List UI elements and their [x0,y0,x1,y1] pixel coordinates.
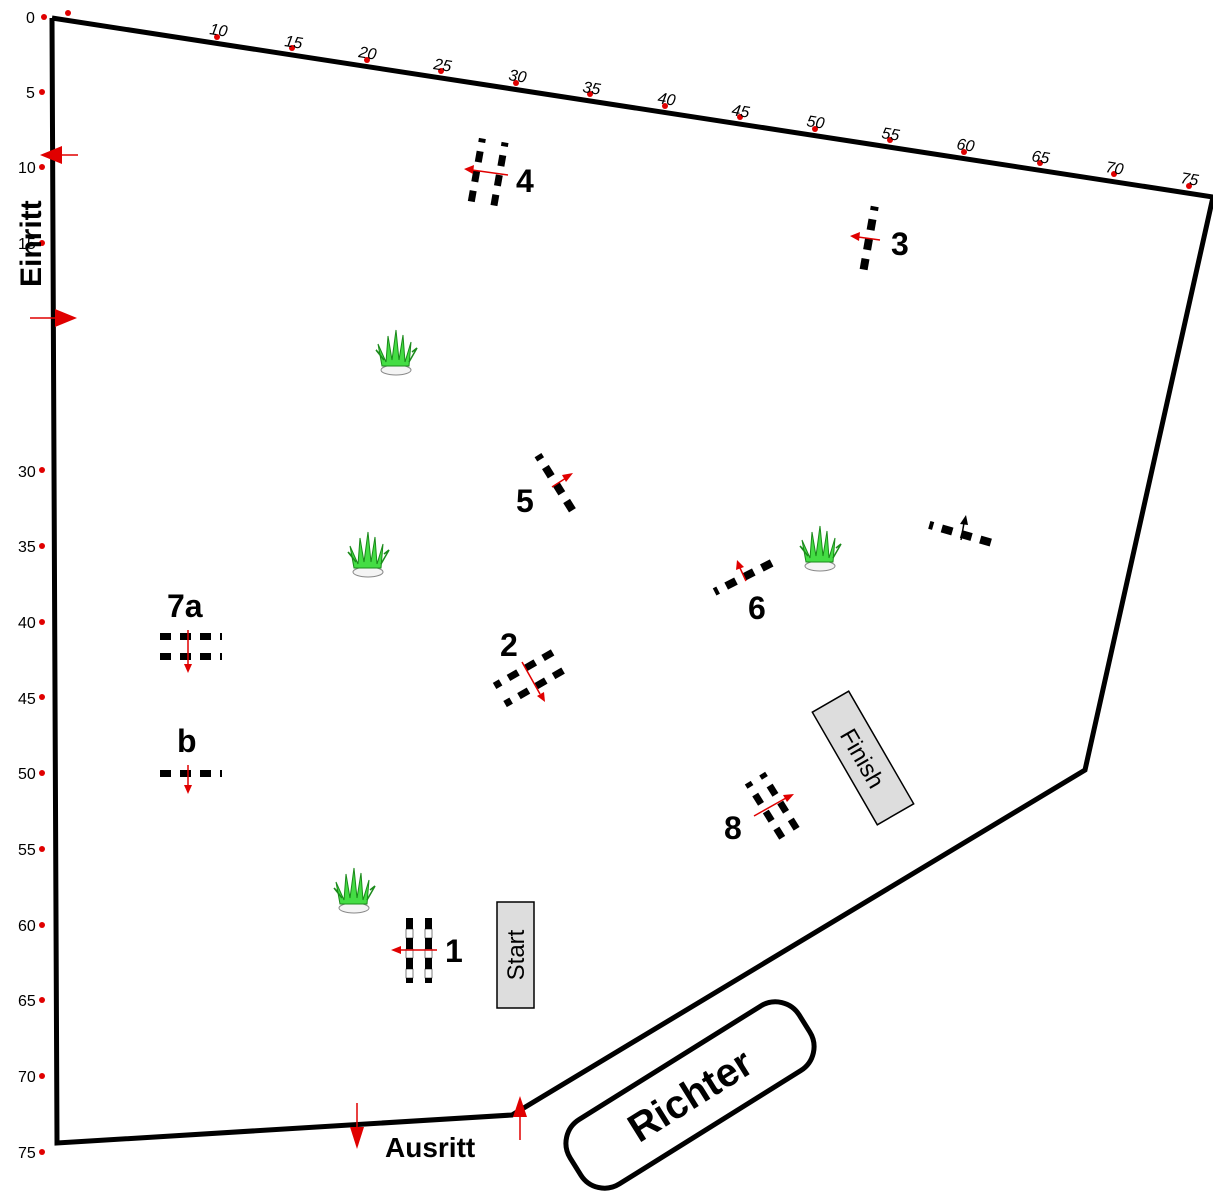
scale-top-label: 55 [880,125,900,145]
arrow-icon [562,473,573,482]
scale-top-label: 65 [1030,148,1050,168]
obstacle-unnumbered [928,521,994,547]
scale-top-label: 20 [356,44,377,64]
scale-top-label: 35 [581,79,601,99]
plant-icon [375,329,418,376]
scale-top-label: 70 [1104,159,1124,179]
scale-top-label: 40 [656,90,676,110]
exit-label: Ausritt [385,1132,475,1163]
scale-left-label: 10 [18,160,36,177]
scale-left-label: 65 [18,993,36,1010]
scale-left-label: 15 [18,236,36,253]
arrow-icon [783,794,794,802]
scale-left-label: 50 [18,766,36,783]
obstacle-2-label: 2 [500,627,518,663]
obstacle-1-label: 1 [445,933,463,969]
judge-box: Richter [563,999,817,1191]
obstacle-4-label: 4 [516,163,534,199]
scale-left-label: 75 [18,1145,36,1162]
arrow-icon [736,560,744,570]
scale-top-label: 75 [1179,170,1199,190]
scale-left-label: 35 [18,539,36,556]
scale-top-label: 30 [507,67,527,87]
obstacle-7b [157,770,222,777]
obstacle-3-label: 3 [891,226,909,262]
entry-label: Einritt [15,200,48,287]
scale-top-label: 50 [805,113,825,133]
arrow-icon [960,515,968,525]
obstacle-5-label: 5 [516,483,534,519]
scale-top-label: 15 [283,33,303,53]
scale-left-label: 5 [26,85,35,102]
scale-left-label: 0 [26,10,35,27]
scale-left-label: 45 [18,691,36,708]
scale-top-label: 45 [730,102,750,122]
obstacle-8 [744,771,802,843]
obstacle-8-label: 8 [724,810,742,846]
top-scale: 10 15 20 25 30 35 40 45 50 55 60 65 70 7… [208,21,1199,190]
plant-icon [333,867,376,914]
entry-gate: Einritt [15,146,78,327]
arrow-icon [55,309,77,327]
left-scale: 0 5 10 15 30 35 40 45 50 55 60 65 70 75 [18,10,71,1162]
scale-left-label: 60 [18,918,36,935]
finish-box: Finish [811,690,915,826]
arrow-icon [850,232,860,241]
obstacle-7a [156,633,222,660]
scale-left-label: 40 [18,615,36,632]
scale-left-label: 55 [18,842,36,859]
arrow-icon [40,146,62,164]
arrow-icon [537,692,545,702]
arrow-icon [184,785,192,794]
scale-left-label: 70 [18,1069,36,1086]
start-label: Start [503,929,530,980]
arrow-icon [464,165,474,174]
start-box: Start [496,901,535,1009]
arrow-icon [350,1127,364,1149]
scale-left-label: 30 [18,464,36,481]
scale-top-label: 10 [208,21,228,41]
exit-gate: Ausritt [350,1096,527,1163]
obstacle-7b-label: b [177,723,197,759]
obstacle-1 [405,918,433,983]
scale-top-label: 25 [431,56,452,76]
obstacle-7a-label: 7a [167,588,203,624]
arrow-icon [513,1096,527,1117]
obstacle-6-label: 6 [748,590,766,626]
plant-icon [347,531,390,578]
arrow-icon [184,664,192,673]
plant-icon [799,525,842,572]
obstacle-4 [467,137,509,209]
arrow-icon [391,946,401,954]
arena-boundary [49,15,1213,1146]
scale-top-label: 60 [955,136,975,156]
